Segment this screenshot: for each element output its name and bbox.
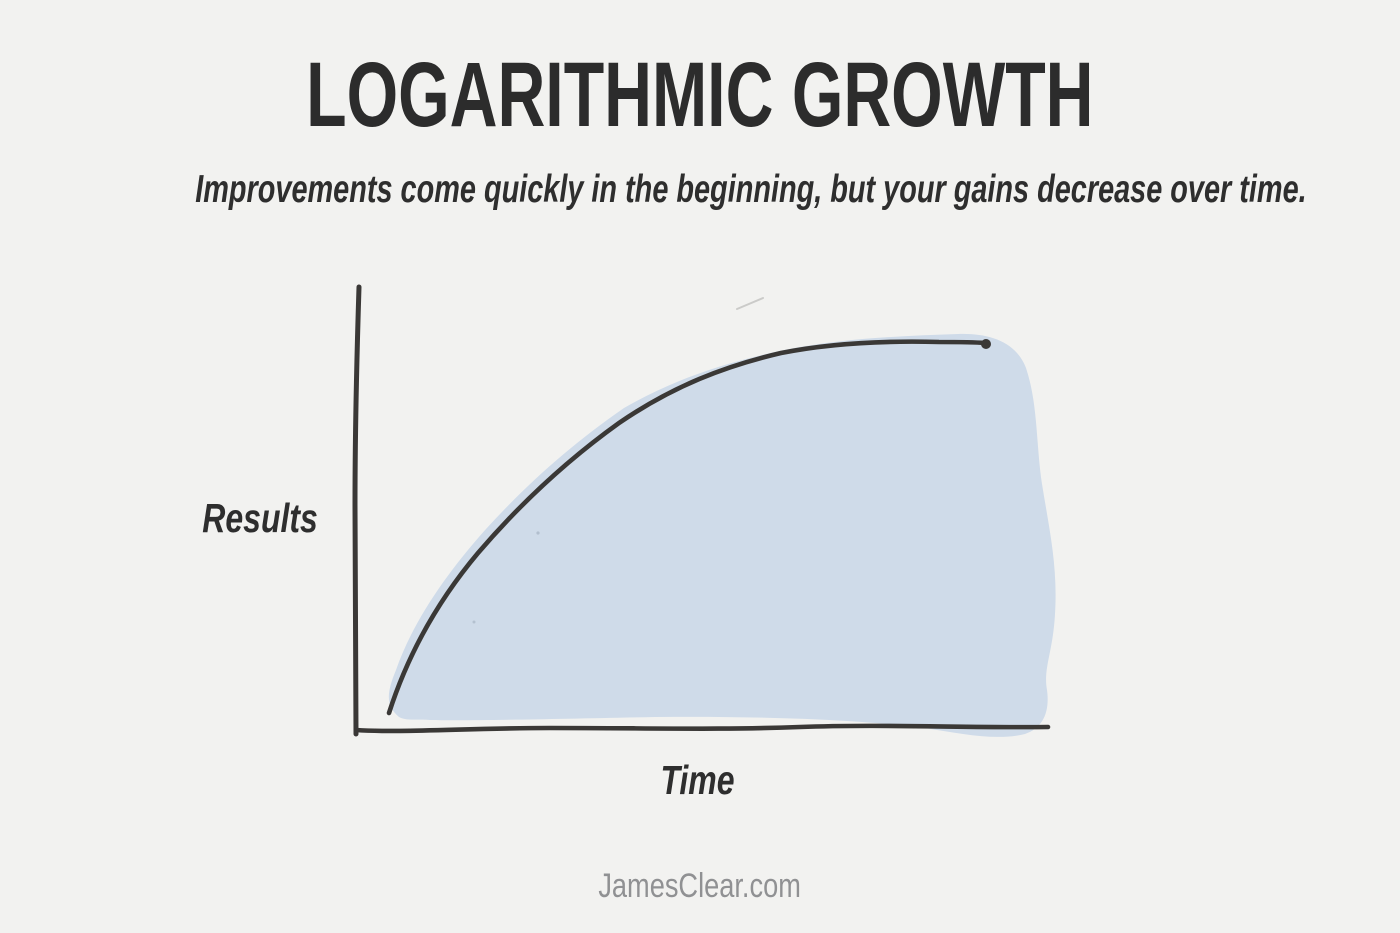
scratch-mark [736, 297, 764, 310]
x-axis-label-row: Time [577, 757, 817, 803]
x-axis-label: Time [659, 757, 735, 803]
footer-row: JamesClear.com [0, 866, 1400, 907]
y-axis [352, 284, 362, 737]
subtitle-row: Improvements come quickly in the beginni… [0, 167, 1400, 214]
paper-speck [472, 620, 476, 624]
page-title: LOGARITHMIC GROWTH [306, 44, 1094, 146]
subtitle: Improvements come quickly in the beginni… [195, 168, 1307, 211]
growth-curve [386, 339, 988, 716]
x-axis [353, 723, 1051, 734]
paper-speck [536, 531, 540, 535]
page-title-row: LOGARITHMIC GROWTH [0, 49, 1400, 141]
y-axis-label-row: Results [140, 495, 380, 541]
footer-attribution: JamesClear.com [598, 867, 802, 905]
area-fill [388, 333, 1056, 737]
curve-end-dot [981, 339, 991, 349]
y-axis-label: Results [202, 495, 318, 541]
